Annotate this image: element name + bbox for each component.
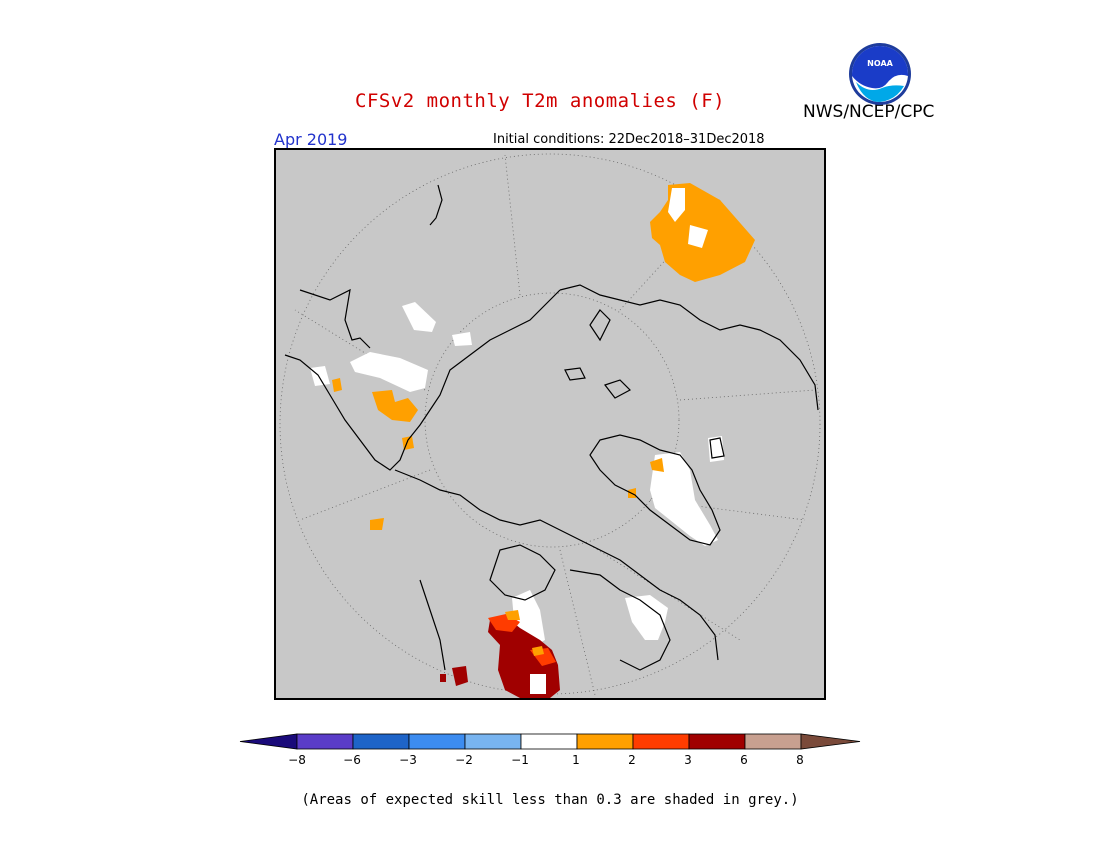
colorbar-swatch-neg8_neg6 — [296, 733, 354, 750]
coastline — [429, 184, 443, 226]
forecast-month: Apr 2019 — [274, 130, 348, 149]
coastlines — [284, 184, 819, 671]
colorbar-swatch-3_6 — [688, 733, 746, 750]
colorbar-swatch-neg1_1 — [520, 733, 578, 750]
colorbar-tick: 2 — [628, 753, 636, 767]
colorbar-arrow-min — [239, 733, 298, 750]
colorbar-tick: 3 — [684, 753, 692, 767]
colorbar-swatch-1_2 — [576, 733, 634, 750]
warm-anomaly — [332, 378, 342, 392]
chart-title: CFSv2 monthly T2m anomalies (F) — [355, 90, 726, 112]
island-coastline — [589, 309, 611, 342]
noaa-logo-icon: NOAA — [849, 43, 911, 105]
coastline — [284, 289, 561, 471]
colorbar-swatch-neg2_neg1 — [464, 733, 522, 750]
island-coastline — [604, 379, 631, 399]
latitude-circle-outer — [279, 153, 821, 695]
coastline — [394, 469, 719, 661]
colorbar-tick: −1 — [511, 753, 529, 767]
colorbar-tick: −2 — [455, 753, 473, 767]
colorbar-tick: 6 — [740, 753, 748, 767]
neutral-patch-scandinavia — [625, 595, 668, 640]
colorbar-tick: 8 — [796, 753, 804, 767]
coastline — [489, 544, 556, 601]
colorbar-tick: −8 — [288, 753, 306, 767]
warm-anomaly — [532, 646, 544, 656]
hot-anomaly — [452, 666, 468, 686]
warm-anomaly — [505, 610, 520, 620]
neutral-patch — [530, 674, 546, 694]
warm-anomaly — [370, 518, 384, 530]
colorbar-swatch-2_3 — [632, 733, 690, 750]
colorbar-tick: −6 — [343, 753, 361, 767]
neutral-patch-siberia — [688, 225, 708, 248]
warm-anomaly-canada — [372, 390, 418, 422]
coastline — [299, 288, 371, 349]
noaa-logo-text: NOAA — [867, 59, 893, 68]
colorbar-arrow-max — [800, 733, 861, 750]
colorbar-swatch-6_8 — [744, 733, 802, 750]
neutral-patch-greenland — [650, 452, 718, 546]
initial-conditions: Initial conditions: 22Dec2018–31Dec2018 — [493, 132, 765, 147]
greenland-coastline — [589, 434, 721, 546]
warm-anomaly — [650, 458, 664, 472]
agency-label: NWS/NCEP/CPC — [803, 102, 935, 122]
island-coastline — [564, 367, 586, 381]
meridian — [299, 469, 431, 521]
meridian — [619, 199, 721, 311]
hot-anomaly — [440, 674, 446, 682]
neutral-patch-canada — [402, 302, 436, 332]
neutral-patch-siberia — [668, 188, 685, 222]
latitude-circle-inner — [424, 292, 680, 548]
colorbar-tick: 1 — [572, 753, 580, 767]
neutral-patch-canada — [350, 352, 428, 392]
coastline — [569, 569, 671, 671]
neutral-patch — [452, 332, 472, 346]
colorbar-tick: −3 — [399, 753, 417, 767]
skill-note: (Areas of expected skill less than 0.3 a… — [301, 792, 799, 808]
neutral-patch — [310, 366, 330, 386]
coastline — [419, 579, 446, 671]
colorbar-swatch-neg3_neg2 — [408, 733, 466, 750]
island-coastline — [709, 437, 725, 459]
meridian — [559, 549, 596, 696]
meridian — [679, 389, 816, 401]
colorbar-swatch-neg6_neg3 — [352, 733, 410, 750]
meridian — [294, 309, 426, 391]
coastline — [559, 284, 819, 411]
